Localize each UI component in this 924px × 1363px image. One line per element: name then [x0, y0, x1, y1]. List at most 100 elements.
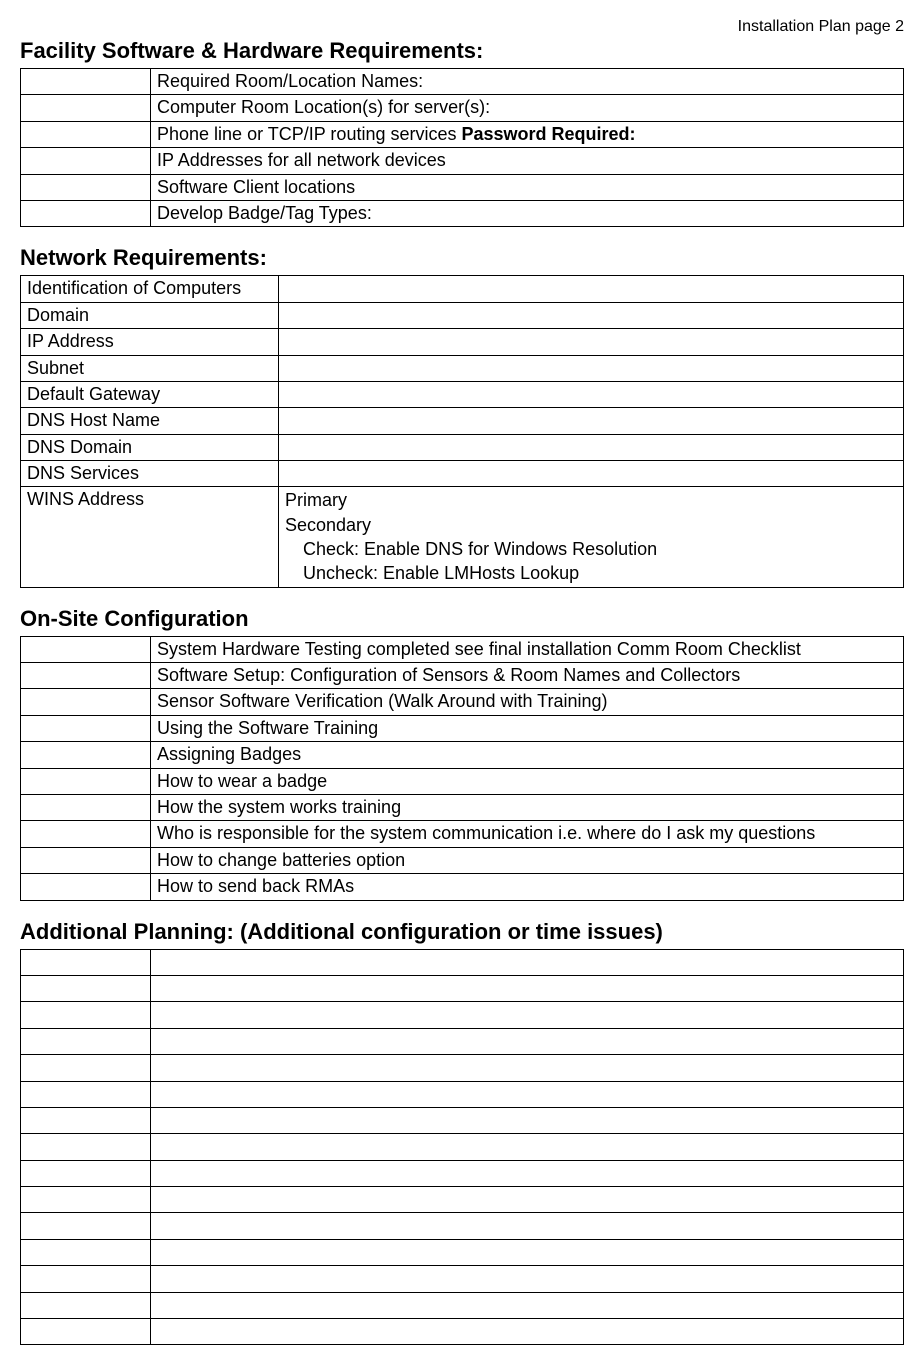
description-cell: Using the Software Training: [151, 715, 904, 741]
checkbox-cell: [21, 1002, 151, 1028]
description-cell: Assigning Badges: [151, 742, 904, 768]
checkbox-cell: [21, 121, 151, 147]
checkbox-cell: [21, 847, 151, 873]
table-row: How to change batteries option: [21, 847, 904, 873]
field-label-cell: DNS Domain: [21, 434, 279, 460]
description-cell: [151, 1239, 904, 1265]
checkbox-cell: [21, 1187, 151, 1213]
field-label-cell: Subnet: [21, 355, 279, 381]
description-cell: Software Client locations: [151, 174, 904, 200]
field-label-cell: DNS Services: [21, 461, 279, 487]
description-cell: [151, 1160, 904, 1186]
table-row: DNS Services: [21, 461, 904, 487]
page-header: Installation Plan page 2: [20, 18, 904, 36]
table-row: Software Setup: Configuration of Sensors…: [21, 663, 904, 689]
table-row: Sensor Software Verification (Walk Aroun…: [21, 689, 904, 715]
checkbox-cell: [21, 663, 151, 689]
table-row: [21, 1160, 904, 1186]
description-cell: [151, 1134, 904, 1160]
description-cell: [151, 1187, 904, 1213]
field-value-cell: [279, 355, 904, 381]
table-row: System Hardware Testing completed see fi…: [21, 636, 904, 662]
table-row: [21, 1239, 904, 1265]
field-label-cell: IP Address: [21, 329, 279, 355]
table-row: [21, 1081, 904, 1107]
onsite-table: System Hardware Testing completed see fi…: [20, 636, 904, 901]
table-row: Identification of Computers: [21, 276, 904, 302]
description-cell: Phone line or TCP/IP routing services Pa…: [151, 121, 904, 147]
table-row: Who is responsible for the system commun…: [21, 821, 904, 847]
facility-heading: Facility Software & Hardware Requirement…: [20, 38, 904, 64]
description-cell: [151, 1028, 904, 1054]
table-row: [21, 1055, 904, 1081]
description-cell: [151, 949, 904, 975]
table-row: DNS Domain: [21, 434, 904, 460]
checkbox-cell: [21, 1107, 151, 1133]
table-row: Required Room/Location Names:: [21, 69, 904, 95]
checkbox-cell: [21, 95, 151, 121]
network-table: Identification of ComputersDomainIP Addr…: [20, 275, 904, 587]
table-row: [21, 1028, 904, 1054]
description-cell: How to change batteries option: [151, 847, 904, 873]
wins-value-cell: PrimarySecondaryCheck: Enable DNS for Wi…: [279, 487, 904, 587]
checkbox-cell: [21, 1292, 151, 1318]
description-cell: [151, 1055, 904, 1081]
field-value-cell: [279, 408, 904, 434]
table-row: [21, 1292, 904, 1318]
checkbox-cell: [21, 1319, 151, 1345]
table-row: [21, 1107, 904, 1133]
table-row: [21, 1002, 904, 1028]
field-value-cell: [279, 329, 904, 355]
description-cell: [151, 1002, 904, 1028]
table-row: Computer Room Location(s) for server(s):: [21, 95, 904, 121]
checkbox-cell: [21, 200, 151, 226]
description-cell: [151, 1213, 904, 1239]
table-row: Software Client locations: [21, 174, 904, 200]
additional-table: [20, 949, 904, 1346]
description-cell: Computer Room Location(s) for server(s):: [151, 95, 904, 121]
checkbox-cell: [21, 949, 151, 975]
description-cell: Develop Badge/Tag Types:: [151, 200, 904, 226]
table-row: [21, 1319, 904, 1345]
field-label-cell: Identification of Computers: [21, 276, 279, 302]
table-row: How to wear a badge: [21, 768, 904, 794]
additional-heading: Additional Planning: (Additional configu…: [20, 919, 904, 945]
checkbox-cell: [21, 975, 151, 1001]
table-row: IP Addresses for all network devices: [21, 148, 904, 174]
description-cell: [151, 1107, 904, 1133]
checkbox-cell: [21, 1081, 151, 1107]
checkbox-cell: [21, 795, 151, 821]
checkbox-cell: [21, 1028, 151, 1054]
table-row: [21, 949, 904, 975]
facility-table: Required Room/Location Names:Computer Ro…: [20, 68, 904, 227]
field-value-cell: [279, 461, 904, 487]
table-row: [21, 975, 904, 1001]
description-cell: System Hardware Testing completed see fi…: [151, 636, 904, 662]
table-row: Phone line or TCP/IP routing services Pa…: [21, 121, 904, 147]
description-cell: [151, 1292, 904, 1318]
field-value-cell: [279, 381, 904, 407]
description-cell: How the system works training: [151, 795, 904, 821]
onsite-heading: On-Site Configuration: [20, 606, 904, 632]
checkbox-cell: [21, 1160, 151, 1186]
checkbox-cell: [21, 1266, 151, 1292]
table-row: IP Address: [21, 329, 904, 355]
table-row: [21, 1266, 904, 1292]
checkbox-cell: [21, 874, 151, 900]
table-row: Using the Software Training: [21, 715, 904, 741]
table-row: How to send back RMAs: [21, 874, 904, 900]
table-row: Domain: [21, 302, 904, 328]
description-cell: [151, 1319, 904, 1345]
field-value-cell: [279, 276, 904, 302]
description-cell: Software Setup: Configuration of Sensors…: [151, 663, 904, 689]
checkbox-cell: [21, 148, 151, 174]
checkbox-cell: [21, 636, 151, 662]
checkbox-cell: [21, 689, 151, 715]
table-row: [21, 1134, 904, 1160]
description-cell: Required Room/Location Names:: [151, 69, 904, 95]
checkbox-cell: [21, 174, 151, 200]
description-cell: [151, 975, 904, 1001]
table-row: [21, 1187, 904, 1213]
table-row: [21, 1213, 904, 1239]
field-value-cell: [279, 434, 904, 460]
